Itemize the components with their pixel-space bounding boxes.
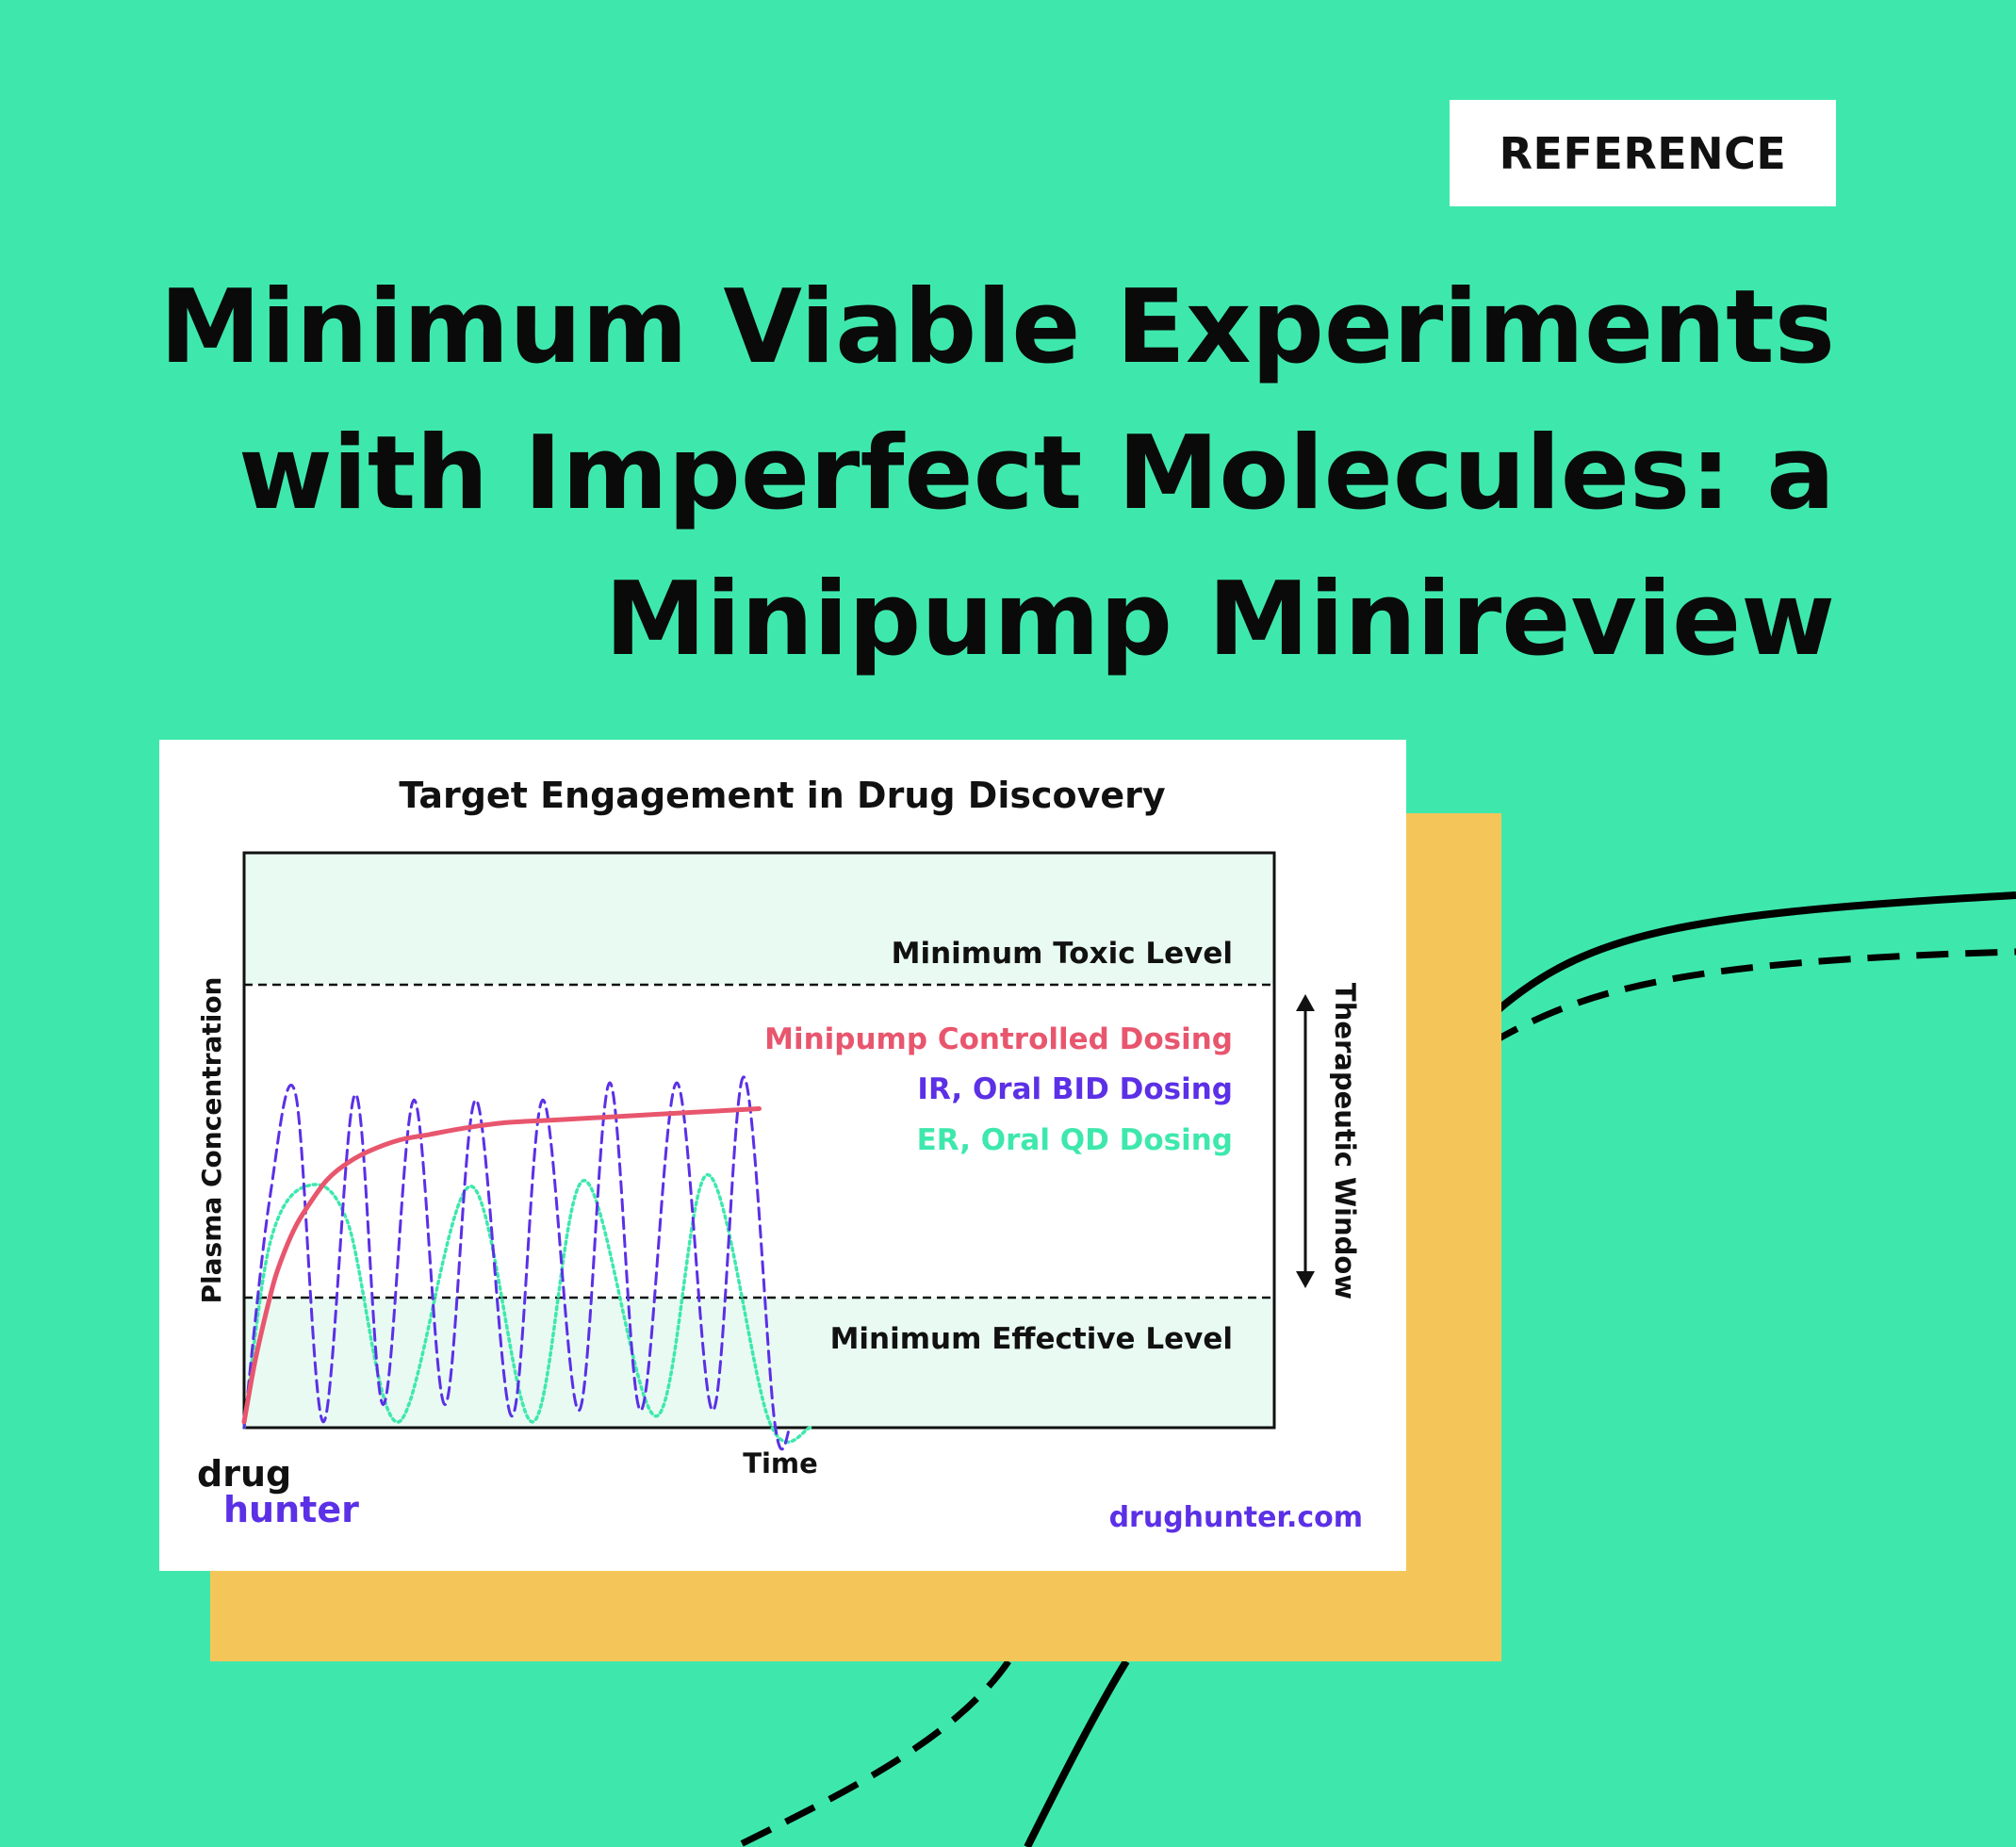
legend-er-qd: ER, Oral QD Dosing (917, 1123, 1233, 1157)
title-line-1: Minimum Viable Experiments (159, 269, 1835, 386)
y-axis-label: Plasma Concentration (196, 977, 227, 1304)
solid-curve-right (1486, 891, 2016, 1021)
title-line-2: with Imperfect Molecules: a (238, 415, 1835, 532)
series-line-1 (242, 1075, 792, 1451)
series-line-0 (241, 1105, 762, 1425)
legend-ir-bid: IR, Oral BID Dosing (917, 1072, 1233, 1106)
chart-title: Target Engagement in Drug Discovery (399, 775, 1166, 816)
effective-level-label: Minimum Effective Level (830, 1322, 1233, 1356)
logo-word-hunter: hunter (223, 1489, 359, 1530)
x-axis-label: Time (743, 1447, 818, 1479)
legend-minipump: Minipump Controlled Dosing (764, 1022, 1233, 1056)
site-link[interactable]: drughunter.com (1108, 1501, 1363, 1534)
logo-word-drug: drug (197, 1453, 292, 1495)
series-layer (241, 1075, 812, 1451)
toxic-band (244, 853, 1274, 985)
arrow-head-up (1296, 994, 1315, 1011)
chart-card: Target Engagement in Drug Discovery Mini… (159, 740, 1406, 1571)
drughunter-logo: drug hunter (197, 1456, 359, 1528)
arrow-head-down (1296, 1271, 1315, 1288)
page-title: Minimum Viable Experiments with Imperfec… (120, 254, 1835, 693)
chart: Target Engagement in Drug Discovery Mini… (196, 775, 1361, 1479)
effective-band (244, 1298, 1274, 1428)
dashed-curve-right (1487, 948, 2016, 1048)
series-line-2 (242, 1172, 812, 1444)
dashed-curve-bottom (733, 1659, 1011, 1847)
solid-curve-bottom (1024, 1659, 1130, 1847)
therapeutic-window-label: Therapeutic Window (1329, 983, 1361, 1299)
reference-badge: REFERENCE (1450, 100, 1836, 206)
toxic-level-label: Minimum Toxic Level (892, 937, 1233, 971)
title-line-3: Minipump Minireview (604, 561, 1835, 678)
plot-frame (242, 851, 1276, 1430)
